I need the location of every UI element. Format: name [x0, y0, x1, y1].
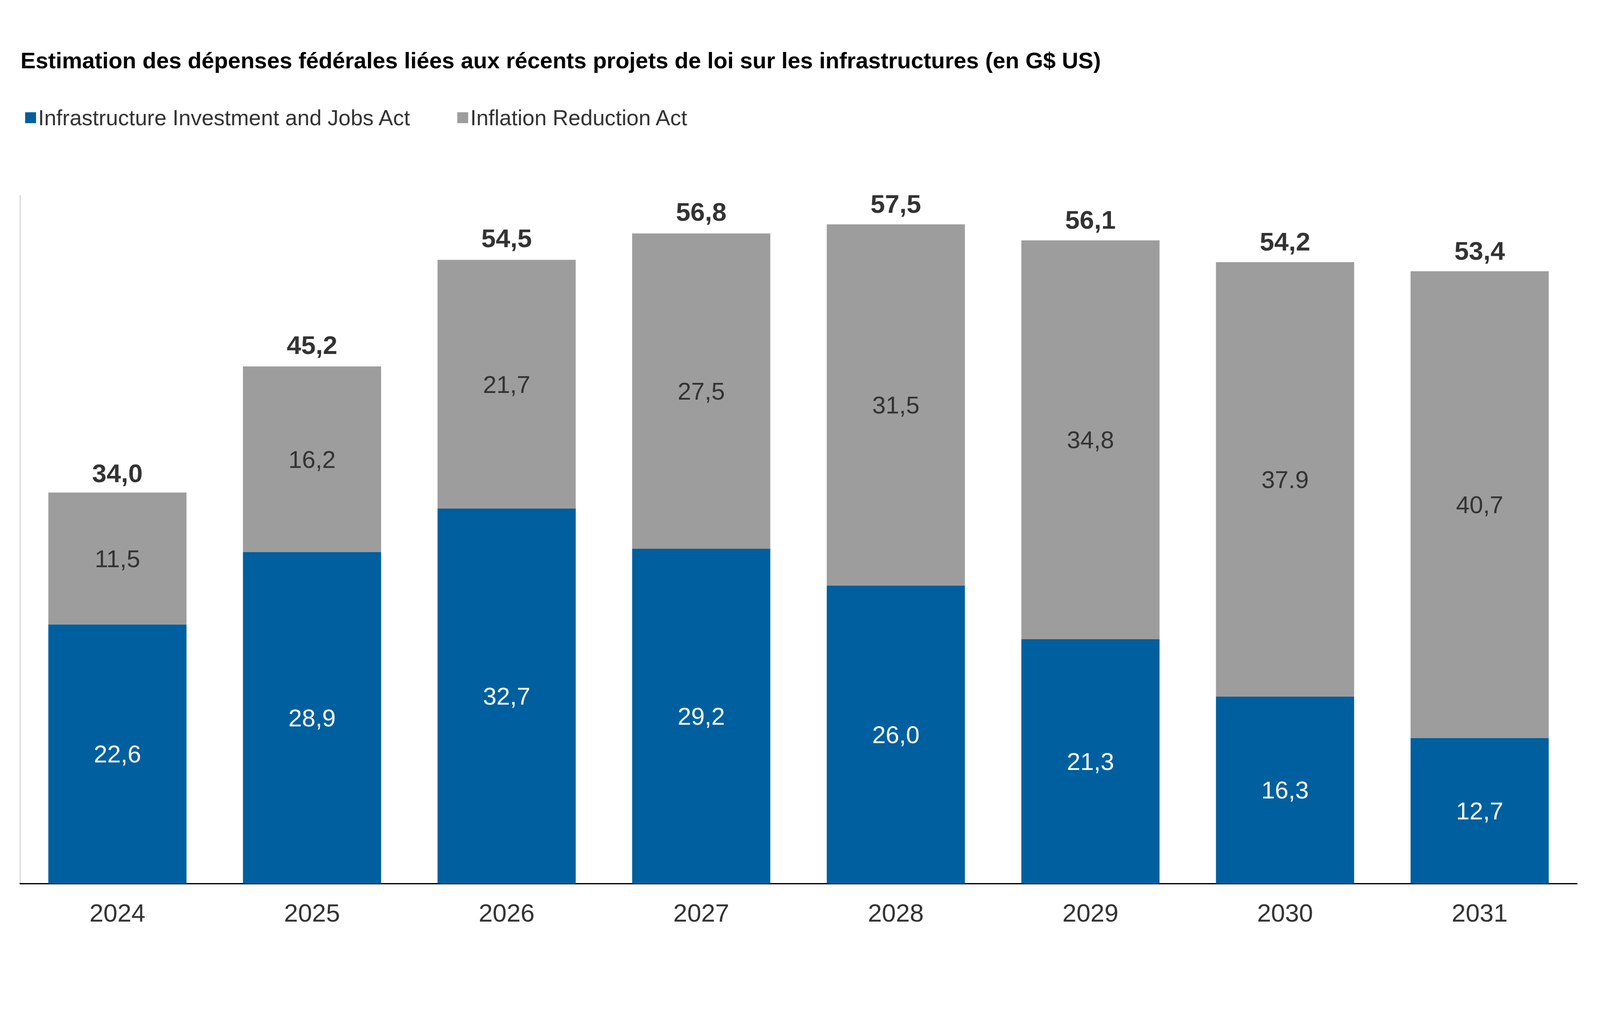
- svg-text:16,3: 16,3: [1261, 776, 1309, 804]
- svg-text:2026: 2026: [478, 899, 535, 928]
- svg-text:2031: 2031: [1451, 899, 1508, 928]
- svg-text:32,7: 32,7: [482, 682, 531, 710]
- svg-text:27,5: 27,5: [677, 377, 725, 405]
- svg-text:22,6: 22,6: [93, 740, 142, 768]
- svg-text:Infrastructure Investment and: Infrastructure Investment and Jobs Act: [38, 105, 411, 130]
- svg-text:56,8: 56,8: [675, 197, 727, 227]
- svg-text:2029: 2029: [1062, 899, 1119, 928]
- svg-text:Inflation Reduction Act: Inflation Reduction Act: [470, 105, 688, 130]
- svg-text:2025: 2025: [284, 899, 340, 928]
- svg-text:37.9: 37.9: [1261, 466, 1309, 494]
- svg-text:Estimation des dépenses fédéra: Estimation des dépenses fédérales liées …: [20, 47, 1101, 73]
- svg-text:11,5: 11,5: [94, 545, 141, 573]
- svg-text:2030: 2030: [1257, 899, 1313, 928]
- svg-text:16,2: 16,2: [288, 445, 336, 474]
- svg-text:29,2: 29,2: [677, 702, 725, 731]
- svg-text:57,5: 57,5: [870, 189, 922, 219]
- svg-text:26,0: 26,0: [872, 721, 920, 749]
- svg-text:45,2: 45,2: [286, 330, 338, 360]
- svg-text:56,1: 56,1: [1065, 205, 1116, 235]
- svg-text:31,5: 31,5: [872, 391, 920, 419]
- svg-text:2024: 2024: [89, 899, 145, 928]
- svg-text:28,9: 28,9: [288, 704, 336, 732]
- svg-text:54,2: 54,2: [1259, 227, 1311, 257]
- svg-text:34,8: 34,8: [1066, 426, 1115, 454]
- svg-text:21,7: 21,7: [482, 370, 531, 399]
- svg-text:53,4: 53,4: [1454, 236, 1505, 266]
- svg-text:54,5: 54,5: [481, 223, 533, 253]
- svg-text:12,7: 12,7: [1455, 797, 1504, 825]
- svg-text:2027: 2027: [673, 899, 730, 928]
- svg-text:21,3: 21,3: [1066, 748, 1115, 776]
- svg-text:34,0: 34,0: [92, 458, 143, 488]
- svg-text:40,7: 40,7: [1455, 491, 1504, 519]
- svg-text:2028: 2028: [867, 899, 924, 928]
